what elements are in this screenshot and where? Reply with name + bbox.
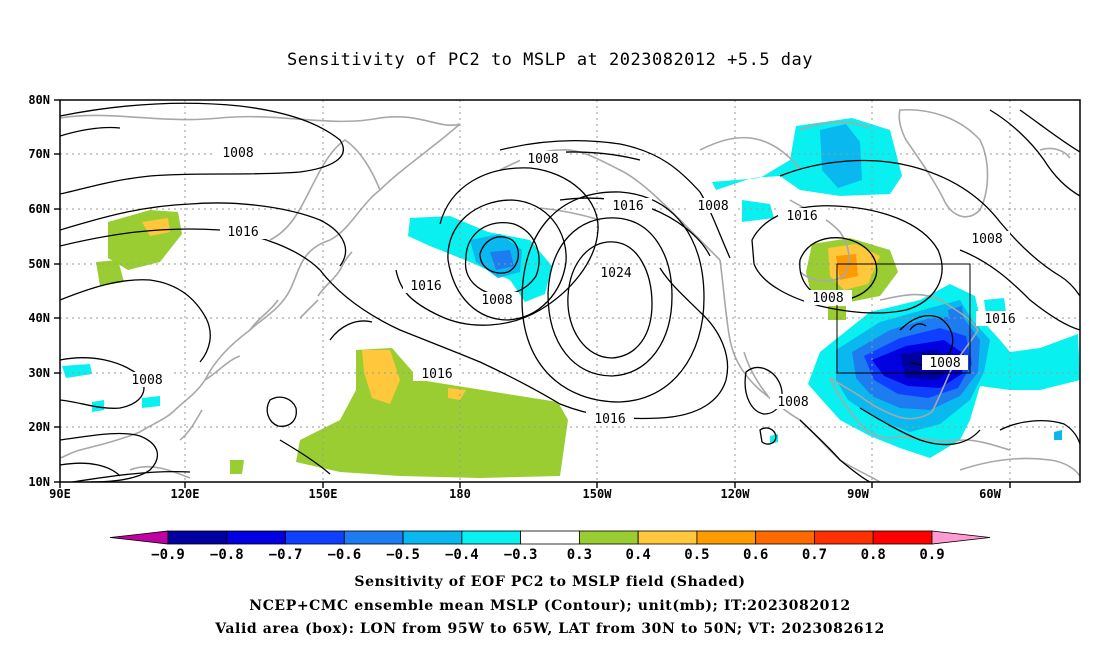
contour-label: 1016 [586, 411, 634, 427]
lon-label-90w: 90W [847, 487, 869, 501]
contour-label: 1008 [922, 355, 968, 371]
contour-label: 1008 [520, 151, 566, 167]
lon-label-60w: 60W [979, 487, 1001, 501]
lat-label-20n: 20N [28, 420, 50, 434]
svg-text:1008: 1008 [777, 395, 808, 410]
svg-text:1008: 1008 [481, 293, 512, 308]
colorbar-extend-low [109, 530, 169, 545]
colorbar-label: 0.8 [861, 547, 886, 563]
svg-text:1008: 1008 [929, 356, 960, 371]
colorbar-label: 0.3 [567, 547, 592, 563]
lat-label-70n: 70N [28, 147, 50, 161]
lon-label-120e: 120E [171, 487, 200, 501]
lat-label-60n: 60N [28, 202, 50, 216]
colorbar-label: 0.9 [919, 547, 944, 563]
sensitivity-shading [62, 118, 1080, 478]
svg-text:1008: 1008 [812, 291, 843, 306]
svg-text:1016: 1016 [984, 312, 1015, 327]
colorbar-swatch [167, 530, 228, 545]
lat-label-30n: 30N [28, 366, 50, 380]
svg-text:1016: 1016 [612, 199, 643, 214]
colorbar-swatch [872, 530, 933, 545]
lon-label-90e: 90E [49, 487, 71, 501]
colorbar-swatch [226, 530, 286, 545]
colorbar-label: 0.5 [684, 547, 709, 563]
contour-label: 1008 [690, 198, 736, 214]
svg-text:1016: 1016 [786, 209, 817, 224]
svg-text:1024: 1024 [600, 266, 631, 281]
footer-line-2: NCEP+CMC ensemble mean MSLP (Contour); u… [249, 598, 851, 614]
colorbar-swatch [637, 530, 698, 545]
contour-label: 1016 [778, 208, 826, 224]
contour-label: 1008 [770, 394, 816, 410]
lat-label-80n: 80N [28, 93, 50, 107]
colorbar-swatch [520, 530, 580, 545]
colorbar-label: −0.9 [151, 547, 185, 563]
colorbar-label: −0.8 [210, 547, 244, 563]
svg-text:1008: 1008 [527, 152, 558, 167]
svg-text:1008: 1008 [222, 146, 253, 161]
colorbar-swatch [696, 530, 757, 545]
contour-label: 1024 [592, 265, 640, 281]
colorbar-label: −0.6 [327, 547, 361, 563]
longitude-labels: 90E 120E 150E 180 150W 120W 90W 60W [49, 487, 1001, 501]
contour-label: 1008 [964, 231, 1010, 247]
contour-label: 1008 [124, 372, 170, 388]
colorbar-swatch [402, 530, 463, 545]
svg-text:1016: 1016 [594, 412, 625, 427]
colorbar-swatch [755, 530, 815, 545]
contour-label: 1008 [804, 290, 852, 306]
svg-text:1008: 1008 [971, 232, 1002, 247]
contour-label: 1008 [216, 145, 260, 161]
colorbar-label: 0.6 [743, 547, 768, 563]
lon-label-120w: 120W [721, 487, 751, 501]
lon-label-150w: 150W [583, 487, 613, 501]
colorbar-swatch [578, 530, 639, 545]
contour-labels: 1008 1016 1016 1008 1008 1016 1008 1016 … [124, 145, 1024, 427]
lon-label-180: 180 [449, 487, 471, 501]
footer-line-1: Sensitivity of EOF PC2 to MSLP field (Sh… [354, 574, 746, 590]
map-frame [59, 99, 1081, 483]
svg-text:1008: 1008 [131, 373, 162, 388]
svg-text:1016: 1016 [227, 225, 258, 240]
latitude-labels: 80N 70N 60N 50N 40N 30N 20N 10N [28, 93, 50, 489]
lat-label-50n: 50N [28, 257, 50, 271]
contour-label: 1016 [976, 311, 1024, 327]
colorbar-label: −0.3 [504, 547, 538, 563]
contour-label: 1016 [220, 224, 266, 240]
map-title: Sensitivity of PC2 to MSLP at 2023082012… [286, 50, 813, 70]
contour-label: 1008 [475, 292, 519, 308]
colorbar-label: 0.7 [802, 547, 827, 563]
lat-label-40n: 40N [28, 311, 50, 325]
colorbar-swatch [343, 530, 404, 545]
contour-label: 1016 [604, 198, 652, 214]
colorbar-swatch [285, 530, 345, 545]
footer-line-3: Valid area (box): LON from 95W to 65W, L… [215, 621, 885, 637]
colorbar-label: −0.4 [445, 547, 479, 563]
colorbar-label: −0.7 [269, 547, 303, 563]
colorbar: −0.9 −0.8 −0.7 −0.6 −0.5 −0.4 −0.3 0.3 0.4 0.5 0.6… [109, 530, 991, 563]
svg-text:1016: 1016 [421, 367, 452, 382]
colorbar-extend-high [931, 530, 991, 545]
colorbar-swatch [461, 530, 522, 545]
svg-text:1016: 1016 [410, 279, 441, 294]
axis-ticks [54, 99, 1011, 488]
colorbar-label: 0.4 [626, 547, 651, 563]
valid-area-box [836, 263, 971, 374]
lon-label-150e: 150E [309, 487, 338, 501]
contour-label: 1016 [403, 278, 449, 294]
contour-label: 1016 [413, 366, 461, 382]
lat-label-10n: 10N [28, 475, 50, 489]
svg-text:1008: 1008 [697, 199, 728, 214]
mslp-contours [60, 102, 1080, 482]
colorbar-swatch [814, 530, 874, 545]
colorbar-label: −0.5 [386, 547, 420, 563]
